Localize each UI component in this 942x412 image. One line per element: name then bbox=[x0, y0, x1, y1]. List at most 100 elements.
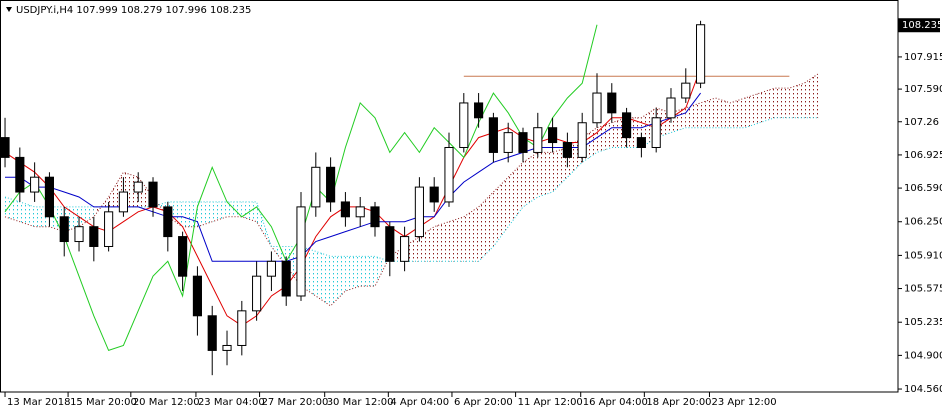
candle-body bbox=[533, 127, 543, 153]
y-tick-label: 107.26 bbox=[904, 117, 939, 128]
candle-body bbox=[444, 146, 454, 203]
y-tick-label: 105.235 bbox=[904, 317, 942, 328]
cloud-segment bbox=[212, 201, 228, 222]
candle-body bbox=[651, 117, 661, 148]
candle-body bbox=[518, 132, 528, 153]
candle-body bbox=[178, 236, 188, 277]
candle-body bbox=[622, 112, 632, 139]
x-tick-label: 18 Apr 20:00 bbox=[646, 397, 711, 408]
candle-body bbox=[192, 275, 202, 317]
y-tick-label: 104.900 bbox=[904, 350, 942, 361]
candle-body bbox=[59, 216, 69, 243]
cloud-segment bbox=[256, 201, 272, 247]
y-tick-label: 106.925 bbox=[904, 150, 942, 161]
y-tick-label: 106.250 bbox=[904, 217, 942, 228]
cloud-segment bbox=[79, 206, 94, 227]
candle-body bbox=[296, 206, 306, 297]
candle-body bbox=[148, 181, 158, 208]
y-tick-label: 105.575 bbox=[904, 284, 942, 295]
cloud-segment bbox=[449, 216, 464, 262]
candle-body bbox=[15, 156, 25, 193]
y-tick-label: 106.590 bbox=[904, 183, 942, 194]
candle-body bbox=[414, 186, 424, 238]
y-tick-label: 104.560 bbox=[904, 384, 942, 395]
x-tick-label: 23 Apr 12:00 bbox=[711, 397, 776, 408]
candle-body bbox=[74, 226, 84, 243]
candle-body bbox=[266, 260, 276, 277]
candle-body bbox=[222, 344, 232, 351]
cloud-segment bbox=[804, 73, 819, 118]
last-price-label: 108.235 bbox=[902, 20, 942, 31]
senkou-span-a bbox=[4, 72, 820, 307]
candle-body bbox=[355, 206, 365, 218]
x-tick-label: 27 Mar 20:00 bbox=[262, 397, 329, 408]
cloud-segment bbox=[463, 206, 479, 262]
candle-body bbox=[252, 275, 262, 312]
candle-body bbox=[459, 102, 469, 148]
candle-body bbox=[592, 92, 602, 124]
candle-body bbox=[636, 137, 646, 148]
candle-body bbox=[370, 206, 380, 228]
cloud-segment bbox=[759, 88, 775, 123]
candle-body bbox=[385, 226, 395, 262]
candle-body bbox=[133, 181, 143, 193]
candle-body bbox=[503, 132, 513, 153]
cloud-segment bbox=[537, 152, 553, 197]
cloud-segment bbox=[789, 83, 805, 118]
candle-body bbox=[104, 211, 114, 247]
candle-body bbox=[696, 24, 706, 84]
cloud-segment bbox=[774, 88, 790, 118]
candle-body bbox=[400, 236, 410, 262]
cloud-segment bbox=[5, 196, 20, 222]
cloud-segment bbox=[345, 256, 361, 292]
candle-body bbox=[548, 127, 558, 144]
candle-body bbox=[311, 166, 321, 208]
cloud-segment bbox=[197, 201, 213, 227]
cloud-segment bbox=[315, 251, 331, 306]
candle-body bbox=[562, 142, 572, 158]
candle-body bbox=[237, 310, 247, 346]
x-tick-label: 13 Mar 2018 bbox=[7, 397, 70, 408]
candle-body bbox=[681, 82, 691, 99]
x-tick-label: 11 Apr 12:00 bbox=[518, 397, 583, 408]
candle-body bbox=[89, 226, 99, 247]
candle-body bbox=[326, 166, 336, 203]
candle-body bbox=[207, 315, 217, 351]
cloud-segment bbox=[478, 192, 494, 262]
cloud-segment bbox=[330, 256, 346, 306]
cloud-segment bbox=[508, 162, 523, 227]
candle-body bbox=[281, 260, 291, 297]
candle-body bbox=[0, 137, 10, 158]
cloud-segment bbox=[493, 177, 509, 247]
last-price-box bbox=[898, 18, 940, 33]
candle-body bbox=[474, 102, 484, 119]
candle-body bbox=[607, 92, 617, 114]
menu-triangle[interactable] bbox=[6, 7, 12, 12]
x-tick-label: 30 Mar 12:00 bbox=[327, 397, 394, 408]
cloud-segment bbox=[715, 98, 731, 128]
senkou-span-b bbox=[4, 117, 819, 262]
chart-title: USDJPY.i,H4 107.999 108.279 107.996 108.… bbox=[16, 5, 251, 16]
candle-body bbox=[44, 176, 54, 218]
x-tick-label: 4 Apr 04:00 bbox=[390, 397, 449, 408]
x-tick-label: 16 Apr 04:00 bbox=[583, 397, 648, 408]
y-tick-label: 107.915 bbox=[904, 52, 942, 63]
candle-body bbox=[340, 201, 350, 218]
candle-body bbox=[429, 186, 439, 203]
cloud-segment bbox=[700, 98, 716, 128]
x-tick-label: 20 Mar 12:00 bbox=[133, 397, 200, 408]
cloud-segment bbox=[730, 98, 745, 128]
x-tick-label: 15 Mar 20:00 bbox=[70, 397, 137, 408]
plot-area bbox=[0, 20, 820, 376]
cloud-segment bbox=[434, 221, 449, 262]
cloud-segment bbox=[19, 201, 35, 227]
candle-body bbox=[118, 191, 128, 213]
cloud-segment bbox=[522, 152, 538, 207]
x-tick-label: 6 Apr 20:00 bbox=[454, 397, 513, 408]
y-tick-label: 105.910 bbox=[904, 250, 942, 261]
y-tick-label: 107.590 bbox=[904, 84, 942, 95]
plot-frame bbox=[0, 0, 899, 393]
candle-body bbox=[666, 97, 676, 119]
cloud-segment bbox=[744, 93, 760, 128]
